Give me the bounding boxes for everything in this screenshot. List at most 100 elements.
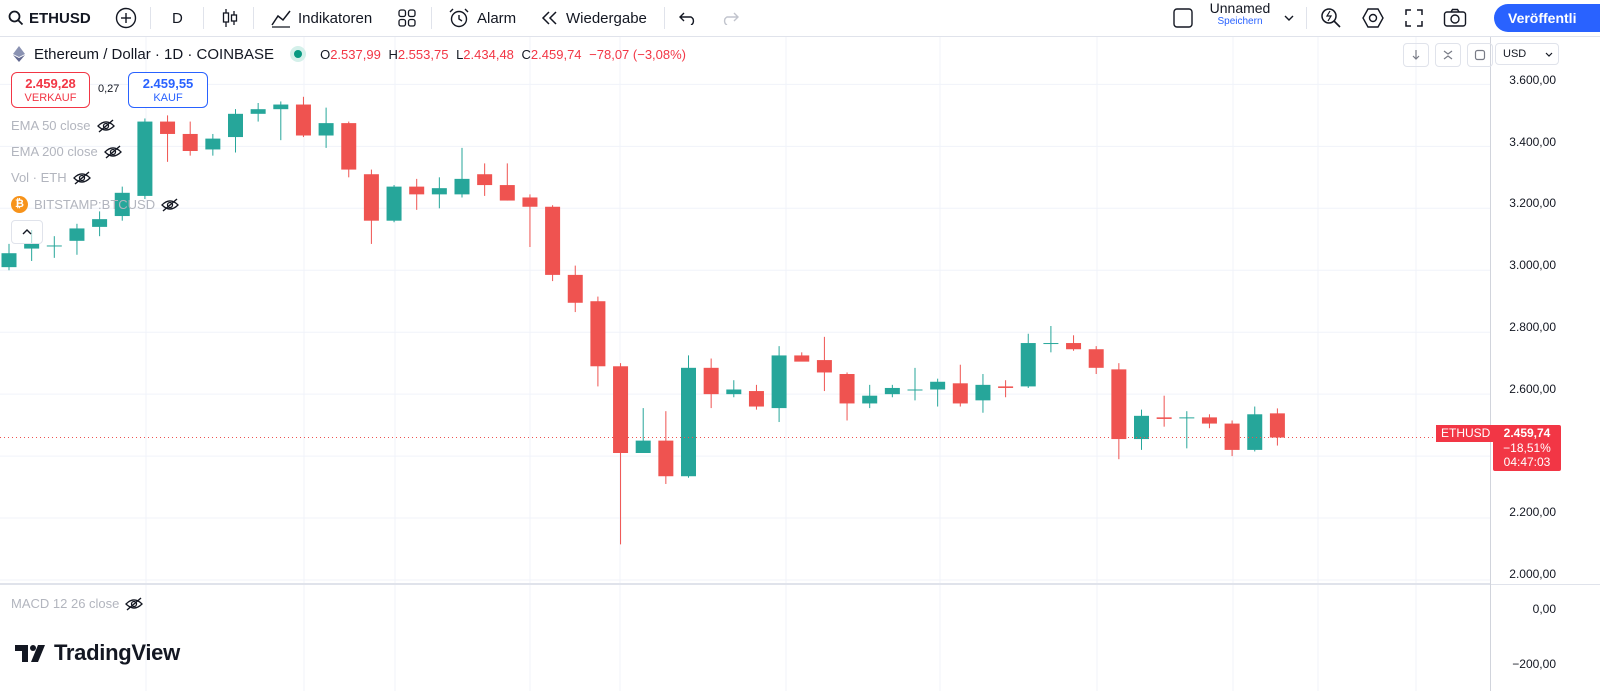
candle-body: [431, 188, 447, 195]
indicators-button[interactable]: Indikatoren: [270, 0, 372, 36]
tradingview-logo[interactable]: TradingView: [14, 640, 180, 666]
divider: [253, 7, 254, 29]
eye-off-icon[interactable]: [125, 596, 144, 611]
symbol-title: Ethereum / Dollar · 1D · COINBASE: [34, 45, 275, 63]
indicator-ema50[interactable]: EMA 50 close: [11, 118, 115, 133]
candle-body: [590, 301, 606, 367]
currency-select[interactable]: USD: [1495, 43, 1559, 65]
candle: [930, 378, 946, 407]
candle-body: [930, 381, 946, 390]
price-axis-label: 2.200,00: [1509, 505, 1556, 519]
interval-button[interactable]: D: [172, 0, 183, 36]
eye-off-icon[interactable]: [103, 144, 122, 159]
quick-search-button[interactable]: [1320, 0, 1342, 36]
eye-off-icon[interactable]: [161, 197, 180, 212]
candle-body: [228, 113, 243, 138]
snapshot-button[interactable]: [1443, 0, 1467, 36]
candle: [273, 101, 289, 141]
alarm-button[interactable]: Alarm: [448, 0, 516, 36]
candle-body: [454, 178, 470, 195]
chart-type-button[interactable]: [220, 0, 240, 36]
symbol-legend[interactable]: Ethereum / Dollar · 1D · COINBASE O2.537…: [12, 45, 686, 63]
high-label: H: [388, 46, 398, 62]
candle: [295, 96, 311, 138]
price-axis[interactable]: USD 3.600,00 3.400,00 3.200,00 3.000,00 …: [1491, 37, 1600, 691]
replay-button[interactable]: Wiedergabe: [540, 0, 647, 36]
move-pane-down-button[interactable]: [1403, 43, 1429, 67]
settings-button[interactable]: [1362, 0, 1384, 36]
collapse-pane-button[interactable]: [1435, 43, 1461, 67]
candle: [182, 121, 198, 156]
symbol-search[interactable]: ETHUSD: [8, 0, 91, 36]
candle-body: [1111, 369, 1127, 440]
candle-body: [522, 197, 538, 207]
candle: [681, 355, 696, 478]
candle-body: [681, 367, 696, 477]
buy-button[interactable]: 2.459,55 KAUF: [128, 72, 208, 108]
publish-label: Veröffentli: [1508, 10, 1577, 26]
candle: [1156, 395, 1172, 427]
macd-axis-label: −200,00: [1512, 657, 1556, 671]
candle: [703, 358, 719, 409]
candle-body: [137, 121, 153, 196]
price-chart[interactable]: [0, 37, 1490, 691]
indicator-label: MACD 12 26 close: [11, 596, 120, 611]
fullscreen-button[interactable]: [1404, 0, 1424, 36]
price-axis-label: 2.600,00: [1509, 382, 1556, 396]
candle: [1043, 326, 1059, 353]
indicator-macd[interactable]: MACD 12 26 close: [11, 596, 144, 611]
chevron-down-icon: [1545, 52, 1553, 57]
candle-body: [1247, 414, 1263, 450]
collapse-icon: [1443, 50, 1453, 60]
candle: [545, 205, 561, 282]
open-label: O: [320, 46, 331, 62]
candle-body: [839, 374, 855, 404]
candle: [160, 115, 176, 162]
compare-symbol-button[interactable]: [115, 0, 137, 36]
candle: [1224, 420, 1240, 457]
top-toolbar: ETHUSD D Indikatoren Alarm Wiedergabe Un…: [0, 0, 1600, 37]
eye-off-icon[interactable]: [72, 170, 91, 185]
symbol-price-tag: ETHUSD: [1436, 425, 1496, 442]
close-label: C: [521, 46, 531, 62]
undo-icon: [679, 12, 695, 25]
candle: [46, 236, 62, 258]
candle-body: [613, 366, 629, 454]
indicator-label: BITSTAMP:BTCUSD: [34, 197, 156, 212]
maximize-pane-button[interactable]: [1467, 43, 1493, 67]
templates-button[interactable]: [397, 0, 417, 36]
candle-body: [318, 123, 334, 136]
candle: [499, 163, 515, 201]
interval-label: D: [172, 9, 183, 27]
layout-menu-button[interactable]: [1283, 0, 1295, 36]
candle-body: [1, 253, 17, 268]
candle: [998, 380, 1014, 398]
indicator-ema200[interactable]: EMA 200 close: [11, 144, 122, 159]
layout-name-button[interactable]: Unnamed Speichern: [1205, 0, 1275, 36]
candle-body: [998, 386, 1014, 388]
collapse-legend-button[interactable]: [11, 220, 43, 244]
redo-button[interactable]: [721, 0, 739, 36]
price-axis-label: 3.000,00: [1509, 258, 1556, 272]
grid-icon: [398, 9, 416, 27]
eye-off-icon[interactable]: [96, 118, 115, 133]
change-value: −78,07 (−3,08%): [589, 46, 687, 62]
indicator-volume[interactable]: Vol · ETH: [11, 170, 91, 185]
chart-pane[interactable]: [0, 37, 1490, 691]
publish-button[interactable]: Veröffentli: [1494, 4, 1600, 32]
sell-button[interactable]: 2.459,28 VERKAUF: [11, 72, 90, 108]
currency-label: USD: [1503, 48, 1527, 60]
buy-label: KAUF: [153, 92, 183, 104]
candle: [658, 411, 674, 484]
plus-circle-icon: [115, 7, 137, 29]
candle: [341, 121, 357, 178]
undo-button[interactable]: [679, 0, 697, 36]
bar-countdown: 04:47:03: [1503, 455, 1551, 469]
indicator-btc-compare[interactable]: ₿ BITSTAMP:BTCUSD: [11, 196, 180, 213]
alarm-clock-icon: [449, 8, 469, 28]
candle-body: [545, 206, 561, 275]
chevron-down-icon: [1284, 15, 1294, 21]
candle-body: [658, 440, 674, 477]
buy-price: 2.459,55: [142, 76, 194, 91]
fullscreen-toggle[interactable]: [1172, 0, 1194, 36]
